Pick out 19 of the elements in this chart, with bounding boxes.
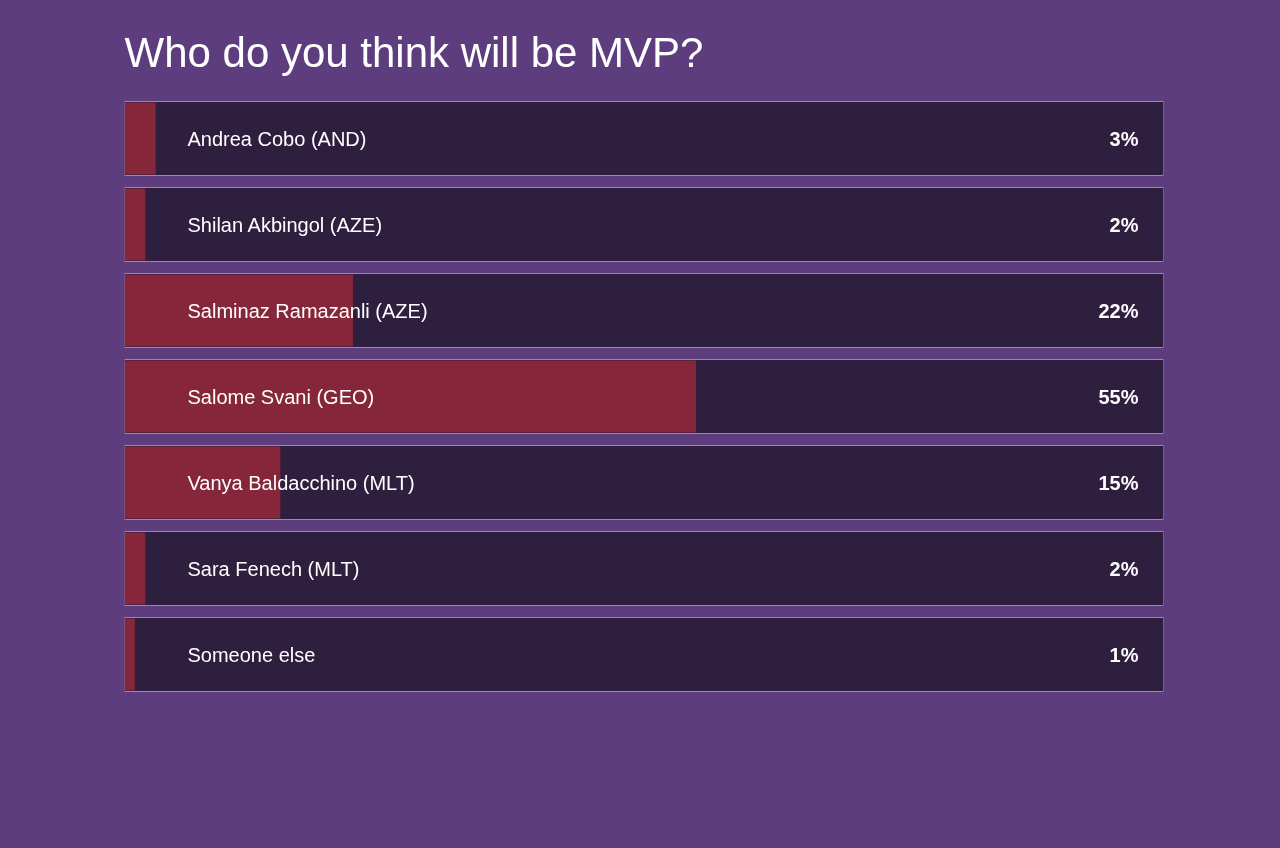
y-tick-label: Vanya Baldacchino (MLT) bbox=[187, 471, 415, 494]
data-label: 2% bbox=[1109, 213, 1139, 236]
y-tick-label: Andrea Cobo (AND) bbox=[187, 127, 367, 150]
y-tick-label: Shilan Akbingol (AZE) bbox=[187, 213, 383, 236]
data-label: 2% bbox=[1109, 557, 1139, 580]
y-tick-label: Someone else bbox=[187, 643, 316, 666]
y-tick-label: Sara Fenech (MLT) bbox=[187, 557, 360, 580]
bar bbox=[124, 188, 146, 261]
bar bbox=[124, 532, 146, 605]
data-label: 1% bbox=[1109, 643, 1139, 666]
chart-title: Who do you think will be MVP? bbox=[124, 28, 704, 76]
data-label: 22% bbox=[1098, 299, 1139, 322]
data-label: 3% bbox=[1109, 127, 1139, 150]
data-label: 55% bbox=[1098, 385, 1139, 408]
data-label: 15% bbox=[1098, 471, 1139, 494]
bar bbox=[124, 102, 156, 175]
y-tick-label: Salminaz Ramazanli (AZE) bbox=[187, 299, 428, 322]
bar bbox=[124, 618, 135, 691]
y-tick-label: Salome Svani (GEO) bbox=[187, 385, 375, 408]
